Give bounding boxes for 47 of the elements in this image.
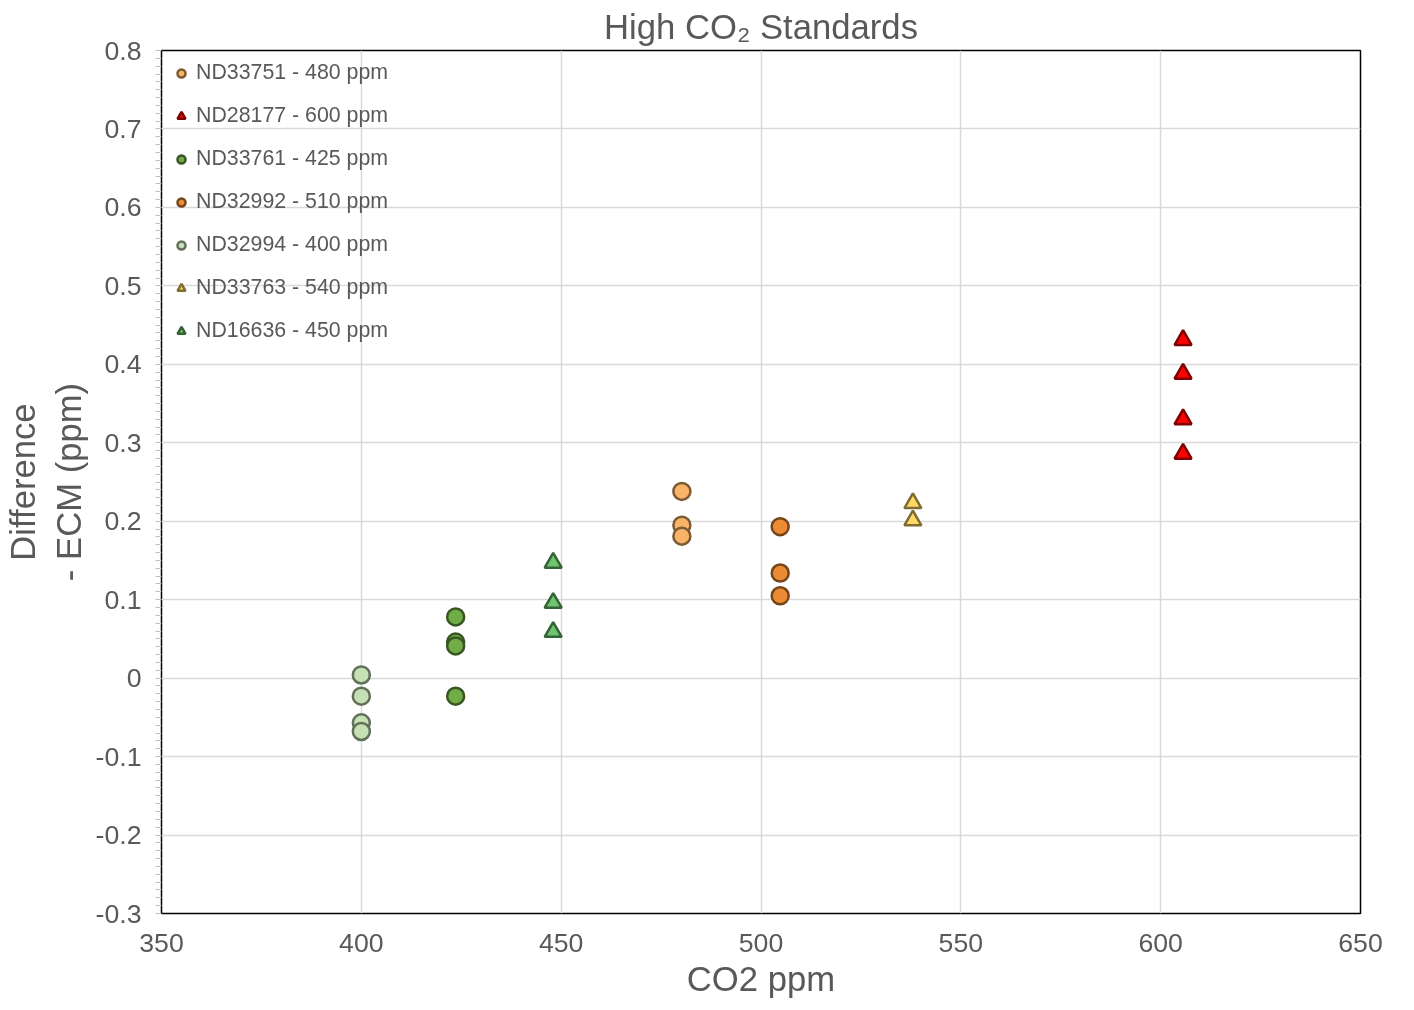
point — [543, 620, 563, 639]
x-tick-label: 500 — [738, 927, 784, 958]
point — [351, 686, 372, 706]
point — [351, 721, 372, 742]
x-tick-label: 450 — [538, 927, 584, 958]
legend-label: ND28177 - 600 ppm — [196, 103, 389, 128]
point — [770, 563, 790, 583]
point — [770, 516, 790, 537]
x-tick-label: 650 — [1338, 927, 1383, 958]
legend-label: ND16636 - 450 ppm — [196, 318, 389, 343]
y-tick-label: 0.6 — [104, 192, 142, 223]
y-tick-label: 0.2 — [104, 506, 142, 537]
y-tick-label: -0.1 — [95, 741, 142, 772]
point — [445, 686, 466, 706]
point — [1173, 408, 1193, 426]
legend-label: ND33751 - 480 ppm — [196, 60, 389, 85]
y-tick-label: -0.2 — [95, 820, 142, 851]
point — [445, 607, 466, 627]
y-tick-label: -0.3 — [95, 898, 142, 929]
y-tick-label: 0.3 — [104, 427, 142, 458]
x-axis-title: CO2 ppm — [686, 959, 836, 998]
chart-title: High CO₂ Standards — [604, 7, 918, 46]
y-tick-label: 0.4 — [104, 349, 142, 380]
point — [1173, 328, 1193, 347]
point — [672, 481, 692, 502]
x-tick-label: 600 — [1138, 927, 1183, 958]
point — [1173, 362, 1193, 380]
point — [770, 586, 790, 606]
legend-label: ND33763 - 540 ppm — [196, 275, 389, 300]
legend-label: ND32994 - 400 ppm — [196, 232, 389, 257]
point — [903, 509, 923, 527]
x-tick-label: 350 — [139, 927, 184, 958]
point — [1173, 442, 1193, 460]
legend-label: ND33761 - 425 ppm — [196, 146, 389, 171]
point — [903, 492, 923, 510]
legend-label: ND32992 - 510 ppm — [196, 189, 389, 214]
point — [351, 665, 372, 685]
y-axis-title: Difference - ECM (ppm) — [3, 382, 88, 582]
point — [543, 551, 563, 569]
y-tick-label: 0 — [126, 663, 142, 694]
point — [672, 526, 692, 546]
y-tick-label: 0.8 — [104, 35, 142, 66]
x-tick-label: 550 — [938, 927, 984, 958]
y-tick-label: 0.5 — [104, 270, 142, 301]
x-tick-label: 400 — [339, 927, 384, 958]
y-tick-label: 0.7 — [104, 113, 142, 144]
y-tick-label: 0.1 — [104, 584, 142, 615]
